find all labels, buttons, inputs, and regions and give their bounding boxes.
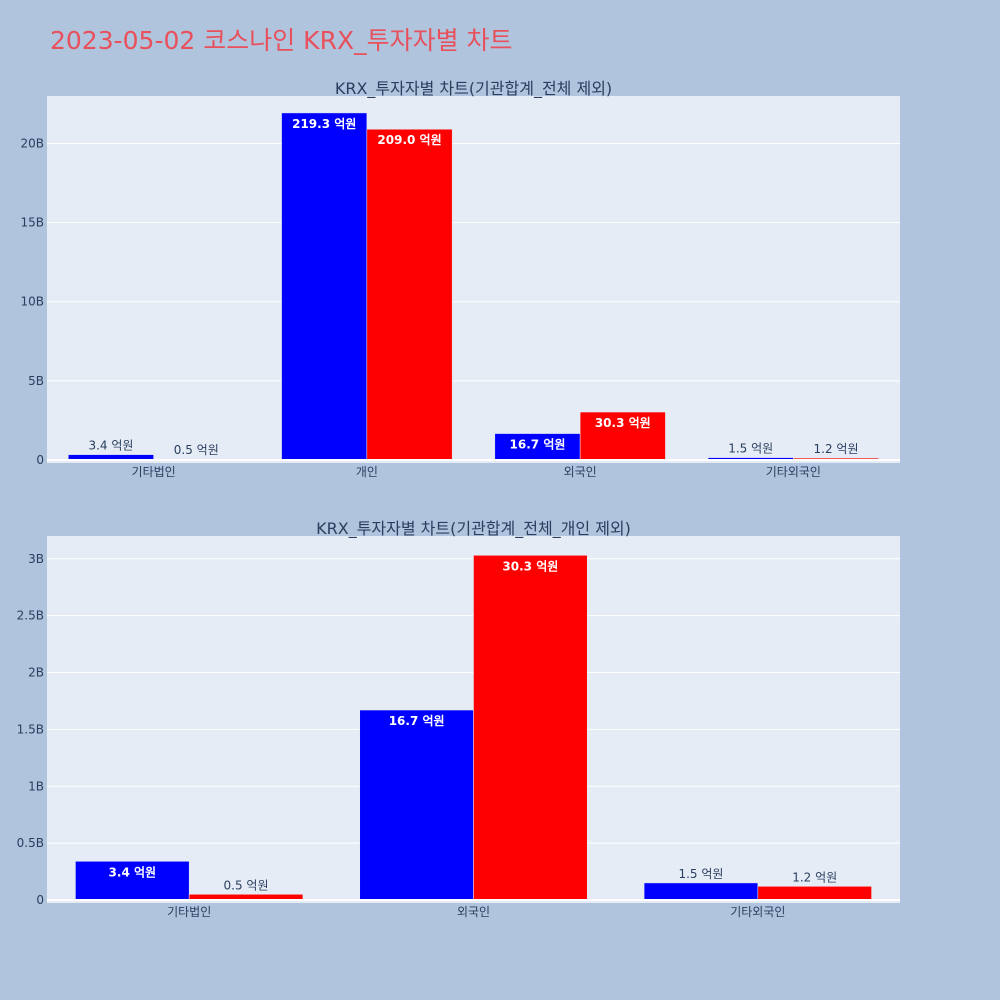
y-tick-label: 10B	[20, 295, 44, 309]
bar-blue	[75, 861, 190, 901]
x-tick-label: 개인	[356, 465, 378, 479]
x-tick-label: 외국인	[564, 465, 597, 479]
bar-blue	[359, 709, 474, 901]
bar-value-label: 30.3 억원	[595, 416, 651, 430]
bar-value-label: 16.7 억원	[389, 714, 445, 728]
x-tick-label: 기타외국인	[766, 465, 821, 479]
y-tick-label: 1.5B	[17, 722, 44, 736]
y-tick-label: 2B	[28, 666, 44, 680]
x-tick-label: 기타외국인	[730, 905, 785, 919]
bar-value-label: 3.4 억원	[109, 865, 157, 879]
y-tick-label: 20B	[20, 136, 44, 150]
bar-red	[579, 411, 666, 461]
bar-value-label: 0.5 억원	[174, 443, 219, 457]
bar-value-label: 209.0 억원	[377, 133, 441, 147]
y-tick-label: 1B	[28, 779, 44, 793]
bar-value-label: 30.3 억원	[502, 559, 558, 573]
y-tick-label: 3B	[28, 552, 44, 566]
chart-investor-individual-excluded: KRX_투자자별 차트(기관합계_전체_개인 제외) 0 0.5B 1B 1.5B 2B 2…	[17, 519, 900, 919]
bar-blue	[643, 882, 759, 901]
bar-value-label: 1.5 억원	[678, 867, 723, 881]
x-tick-label: 외국인	[457, 905, 490, 919]
y-tick-label: 2.5B	[17, 609, 44, 623]
y-tick-label: 5B	[28, 374, 44, 388]
bar-value-label: 219.3 억원	[292, 117, 356, 131]
bar-blue	[281, 112, 368, 461]
bar-blue	[494, 433, 581, 461]
chart-title: KRX_투자자별 차트(기관합계_전체 제외)	[335, 79, 612, 99]
bar-value-label: 16.7 억원	[510, 438, 566, 452]
chart-title: KRX_투자자별 차트(기관합계_전체_개인 제외)	[316, 519, 631, 539]
y-tick-label: 15B	[20, 216, 44, 230]
bar-red	[473, 555, 588, 901]
chart-investor-total-excluded: KRX_투자자별 차트(기관합계_전체 제외) 0 5B 10B 15B 20B 3.4 억…	[20, 79, 900, 479]
x-tick-label: 기타법인	[132, 465, 176, 479]
bar-value-label: 3.4 억원	[88, 439, 133, 453]
bar-red	[366, 128, 453, 461]
bar-value-label: 1.2 억원	[792, 870, 837, 884]
bar-value-label: 1.2 억원	[814, 442, 859, 456]
bar-value-label: 1.5 억원	[728, 442, 773, 456]
bar-value-label: 0.5 억원	[224, 878, 269, 892]
x-tick-label: 기타법인	[167, 905, 211, 919]
page-title: 2023-05-02 코스나인 KRX_투자자별 차트	[50, 26, 513, 55]
plot-area	[47, 96, 900, 463]
bar-red	[757, 886, 872, 901]
y-tick-label: 0	[36, 453, 44, 467]
y-tick-label: 0	[36, 893, 44, 907]
y-tick-label: 0.5B	[17, 836, 44, 850]
